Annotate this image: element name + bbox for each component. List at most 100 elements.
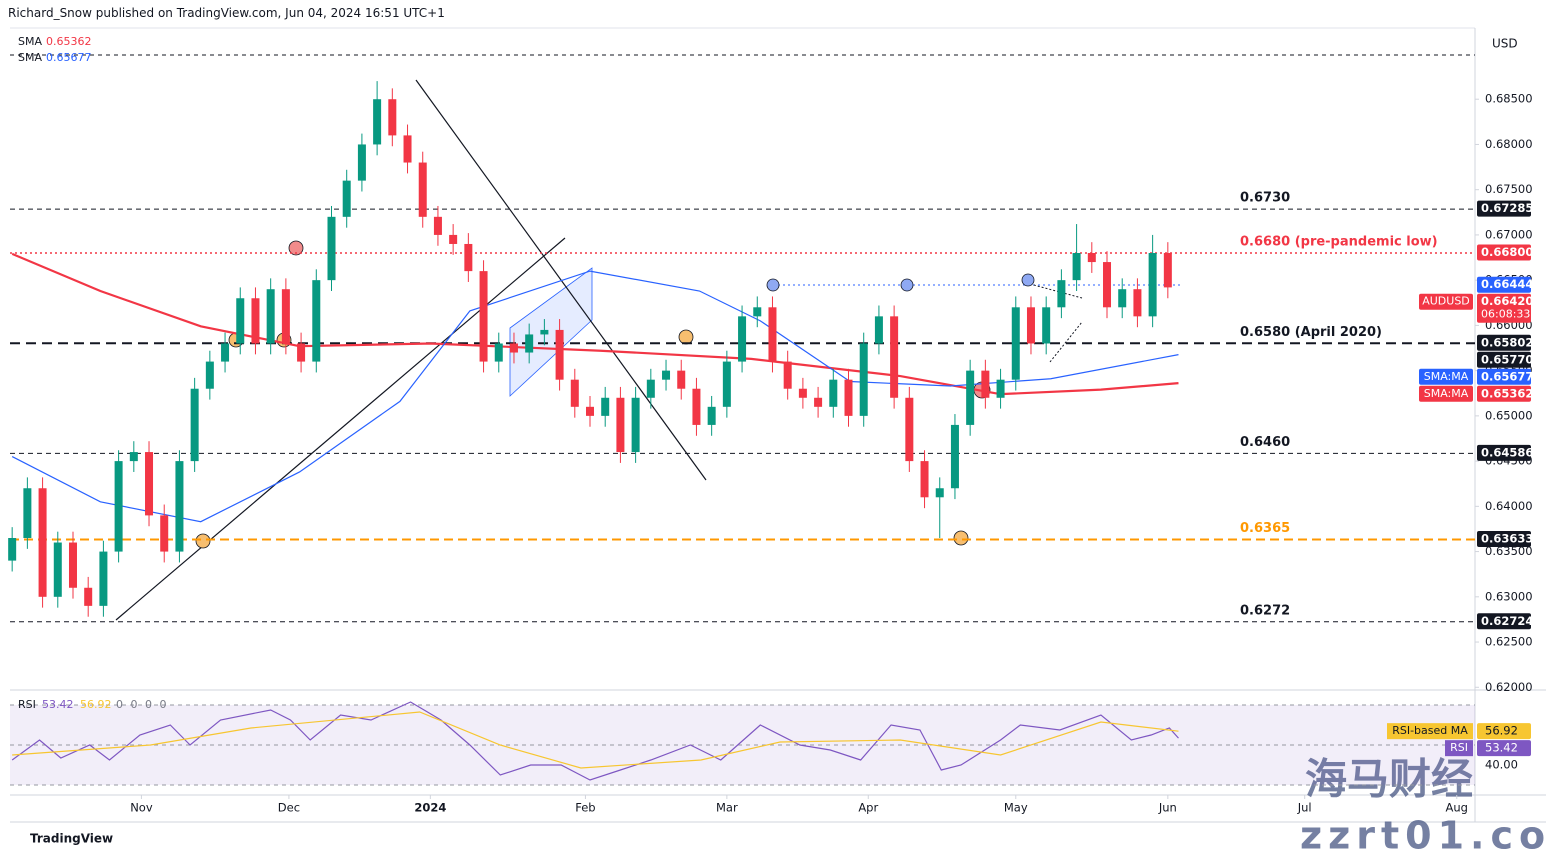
candle-body — [950, 424, 959, 489]
candle-body — [692, 388, 701, 425]
rsi-legend-value: 56.92 — [80, 698, 112, 711]
candle-body — [114, 461, 123, 552]
header: Richard_Snow published on TradingView.co… — [8, 6, 445, 20]
candle-body — [662, 370, 671, 380]
rsi-tag-name: RSI — [1450, 741, 1468, 754]
candle-body — [297, 343, 306, 362]
candle-body — [920, 461, 929, 498]
x-tick-label: Nov — [130, 801, 153, 815]
marker — [900, 278, 914, 292]
candle-body — [935, 488, 944, 498]
x-tick-label: 2024 — [414, 801, 446, 815]
price-tag-label: 0.63633 — [1481, 532, 1533, 546]
candle-body — [373, 99, 382, 145]
rsi-legend-extra: 0 0 0 0 — [116, 698, 166, 711]
annotation-line — [1049, 321, 1083, 363]
rsi-legend-name: RSI — [18, 698, 36, 711]
rsi-tag-name-box — [1387, 723, 1473, 740]
x-tick-label: May — [1004, 801, 1028, 815]
tag-name: SMA:MA — [1424, 370, 1469, 383]
candle-body — [996, 379, 1005, 398]
candle-body — [68, 542, 77, 588]
trend-line — [415, 79, 707, 481]
y-tick-label: 0.63500 — [1485, 544, 1533, 558]
rsi-tag — [1477, 740, 1531, 757]
candle-body — [129, 452, 138, 462]
candle-body — [646, 379, 655, 398]
price-tag-label: 0.66800 — [1481, 245, 1533, 259]
tag-name-box — [1419, 368, 1473, 385]
legend-label: SMA — [18, 35, 42, 48]
candle-body — [722, 361, 731, 407]
candle-body — [905, 397, 914, 462]
candle-body — [1011, 307, 1020, 380]
candle-body — [981, 370, 990, 398]
candle-body — [433, 216, 442, 235]
price-tag-label: 0.65770 — [1481, 352, 1533, 366]
x-tick-label: Jun — [1158, 801, 1177, 815]
rsi-tag-value: 53.42 — [1485, 741, 1518, 755]
candle-body — [1133, 289, 1142, 317]
candle-body — [327, 216, 336, 281]
candle-body — [1042, 307, 1051, 344]
marker — [195, 533, 211, 549]
price-tag-label: 0.66444 — [1481, 277, 1533, 291]
candle-body — [145, 452, 154, 516]
price-tag — [1477, 368, 1531, 385]
y-tick-label: 0.62500 — [1485, 635, 1533, 649]
candle-body — [829, 379, 838, 407]
price-tag — [1477, 334, 1531, 351]
candle-body — [540, 329, 549, 335]
price-tag — [1477, 244, 1531, 261]
trend-line — [115, 237, 566, 621]
markers — [195, 240, 1035, 549]
marker — [953, 530, 969, 546]
marker — [288, 240, 304, 256]
price-tag — [1477, 613, 1531, 630]
candle-body — [890, 316, 899, 398]
price-tag — [1477, 385, 1531, 402]
y-tick-label: 0.68500 — [1485, 92, 1533, 106]
x-tick-label: Apr — [858, 801, 878, 815]
footer-logo: TradingView — [30, 832, 113, 846]
candle-body — [236, 298, 245, 344]
candle-body — [874, 316, 883, 344]
candle-body — [464, 243, 473, 272]
level-label: 0.6365 — [1240, 521, 1290, 536]
rsi-line — [12, 711, 1179, 769]
level-label: 0.6730 — [1240, 191, 1290, 206]
candle-body — [84, 587, 93, 606]
candle-body — [8, 538, 17, 561]
candle-body — [707, 406, 716, 425]
candle-body — [23, 488, 32, 539]
rsi-line — [11, 701, 1179, 781]
price-tag-label: 0.64586 — [1481, 445, 1533, 459]
level-label: 0.6272 — [1240, 603, 1290, 618]
candle-body — [570, 379, 579, 407]
y-tick-label: 0.68000 — [1485, 137, 1533, 151]
candle-body — [388, 99, 397, 136]
candle-body — [1118, 289, 1127, 308]
x-tick-label: Dec — [278, 801, 300, 815]
y-tick-label: 0.67500 — [1485, 182, 1533, 196]
watermark: 海马财经 — [1305, 755, 1473, 804]
flag-pattern — [509, 267, 593, 397]
y-tick-label: 0.67000 — [1485, 227, 1533, 241]
price-tag-label: 0.65802 — [1481, 335, 1533, 349]
rsi-tag — [1477, 723, 1531, 740]
candle-body — [403, 135, 412, 163]
candle-body — [99, 551, 108, 606]
sma-line — [11, 252, 1179, 396]
candle-body — [357, 144, 366, 181]
candle-body — [844, 379, 853, 416]
candle-body — [266, 289, 275, 344]
candle-body — [38, 488, 47, 597]
marker — [766, 278, 780, 292]
annotation-line — [1029, 283, 1083, 299]
candle-body — [616, 397, 625, 453]
price-tag-countdown: 06:08:33 — [1481, 308, 1530, 321]
y-tick-label: 0.65000 — [1485, 408, 1533, 422]
rsi-band — [10, 705, 1475, 785]
price-tag-label: 0.62724 — [1481, 614, 1533, 628]
